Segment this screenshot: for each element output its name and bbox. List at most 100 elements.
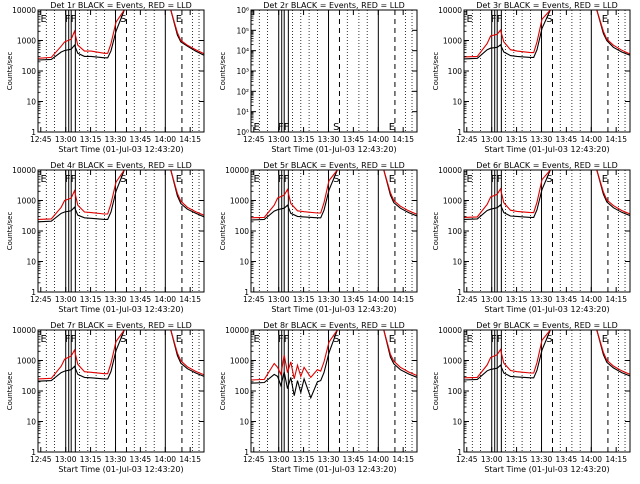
y-axis-label: Counts/sec — [219, 212, 227, 251]
x-axis-label: Start Time (01-Jul-03 12:43:20) — [484, 305, 609, 314]
y-tick-label: 1 — [244, 288, 249, 297]
x-axis-label: Start Time (01-Jul-03 12:43:20) — [58, 305, 183, 314]
lld-series-line — [251, 330, 417, 381]
x-tick-label: 13:00 — [481, 135, 503, 144]
x-tick-label: 14:00 — [367, 295, 389, 304]
x-tick-label: 13:00 — [268, 135, 290, 144]
event-marker-label: FF — [65, 174, 77, 185]
panel-4: 1 10 100 1000 10000 12:45 13:00 13:15 13:30 13:45… — [6, 161, 205, 314]
x-axis-label: Start Time (01-Jul-03 12:43:20) — [484, 145, 609, 154]
x-axis-label: Start Time (01-Jul-03 12:43:20) — [271, 305, 396, 314]
panel-title: Det 3r BLACK = Events, RED = LLD — [476, 1, 618, 10]
y-tick-label: 10000 — [12, 6, 36, 15]
y-tick-label: 10 — [26, 418, 36, 427]
y-tick-label: 10000 — [438, 6, 462, 15]
x-tick-label: 13:45 — [343, 295, 365, 304]
event-marker-label: E — [466, 334, 472, 345]
event-marker-label: E — [466, 14, 472, 25]
event-marker-label: E — [40, 174, 46, 185]
x-tick-label: 14:00 — [367, 135, 389, 144]
y-tick-label: 1000 — [17, 357, 36, 366]
y-tick-label: 10⁵ — [236, 26, 249, 35]
x-tick-label: 13:30 — [531, 455, 553, 464]
y-tick-label: 1000 — [17, 37, 36, 46]
lld-series-line — [464, 170, 630, 218]
x-tick-label: 14:00 — [367, 455, 389, 464]
x-tick-label: 14:15 — [605, 295, 627, 304]
y-tick-label: 10000 — [12, 326, 36, 335]
x-tick-label: 13:15 — [293, 455, 315, 464]
panel-6: 1 10 100 1000 10000 12:45 13:00 13:15 13:30 13:45… — [432, 161, 631, 314]
x-tick-label: 13:00 — [481, 455, 503, 464]
event-marker-label: S — [546, 174, 552, 185]
x-axis-label: Start Time (01-Jul-03 12:43:20) — [271, 145, 396, 154]
x-tick-label: 12:45 — [243, 455, 265, 464]
x-tick-label: 14:00 — [580, 295, 602, 304]
x-tick-label: 12:45 — [456, 295, 478, 304]
x-tick-label: 13:30 — [105, 455, 127, 464]
panel-title: Det 2r BLACK = Events, RED = LLD — [263, 1, 405, 10]
event-marker-label: S — [120, 334, 126, 345]
y-tick-label: 100 — [448, 227, 463, 236]
event-marker-label: E — [466, 174, 472, 185]
panel-title: Det 1r BLACK = Events, RED = LLD — [50, 1, 192, 10]
x-tick-label: 14:00 — [154, 455, 176, 464]
y-tick-label: 10⁶ — [236, 6, 249, 15]
lld-series-line — [38, 170, 204, 220]
events-series-line — [38, 170, 204, 223]
event-marker-label: S — [120, 14, 126, 25]
y-tick-label: 1000 — [230, 197, 249, 206]
panel-9: 1 10 100 1000 10000 12:45 13:00 13:15 13:30 13:45… — [432, 321, 631, 474]
y-tick-label: 10000 — [12, 166, 36, 175]
y-tick-label: 10 — [239, 418, 249, 427]
plot-frame — [463, 169, 631, 293]
y-axis-label: Counts/sec — [6, 372, 14, 411]
y-tick-label: 1 — [457, 288, 462, 297]
y-tick-label: 10¹ — [236, 108, 249, 117]
y-axis-label: Counts/sec — [432, 212, 440, 251]
x-tick-label: 14:15 — [392, 455, 414, 464]
plot-frame — [250, 329, 418, 453]
x-tick-label: 13:30 — [531, 135, 553, 144]
y-tick-label: 1000 — [443, 37, 462, 46]
y-axis-label: Counts/sec — [432, 52, 440, 91]
event-marker-label: E — [176, 334, 182, 345]
x-tick-label: 13:00 — [481, 295, 503, 304]
x-tick-label: 12:45 — [456, 135, 478, 144]
lld-series-line — [38, 10, 204, 59]
event-marker-label: FF — [65, 334, 77, 345]
plot-frame — [250, 169, 418, 293]
lld-series-line — [38, 330, 204, 380]
y-tick-label: 10³ — [236, 67, 249, 76]
x-tick-label: 13:15 — [506, 135, 528, 144]
x-tick-label: 13:30 — [105, 135, 127, 144]
event-marker-label: FF — [278, 334, 290, 345]
x-tick-label: 14:15 — [392, 135, 414, 144]
x-tick-label: 13:00 — [55, 135, 77, 144]
x-tick-label: 13:45 — [130, 135, 152, 144]
panel-title: Det 7r BLACK = Events, RED = LLD — [50, 321, 192, 330]
events-series-line — [38, 330, 204, 382]
y-tick-label: 100 — [448, 387, 463, 396]
y-tick-label: 10 — [26, 258, 36, 267]
panel-8: 1 10 100 1000 10000 12:45 13:00 13:15 13:30 13:45… — [219, 321, 418, 474]
event-marker-label: S — [333, 334, 339, 345]
x-tick-label: 12:45 — [30, 135, 52, 144]
events-series-line — [464, 10, 630, 60]
panel-title: Det 8r BLACK = Events, RED = LLD — [263, 321, 405, 330]
y-tick-label: 1000 — [230, 357, 249, 366]
y-tick-label: 1 — [457, 128, 462, 137]
event-marker-label: E — [40, 334, 46, 345]
events-series-line — [464, 330, 630, 381]
y-tick-label: 10⁴ — [236, 47, 249, 56]
x-tick-label: 14:00 — [154, 135, 176, 144]
x-tick-label: 14:15 — [179, 135, 201, 144]
event-marker-label: FF — [491, 174, 503, 185]
y-tick-label: 1 — [244, 448, 249, 457]
y-tick-label: 10 — [452, 258, 462, 267]
y-tick-label: 1 — [31, 128, 36, 137]
event-marker-label: FF — [491, 334, 503, 345]
x-tick-label: 14:00 — [580, 135, 602, 144]
x-tick-label: 13:30 — [105, 295, 127, 304]
